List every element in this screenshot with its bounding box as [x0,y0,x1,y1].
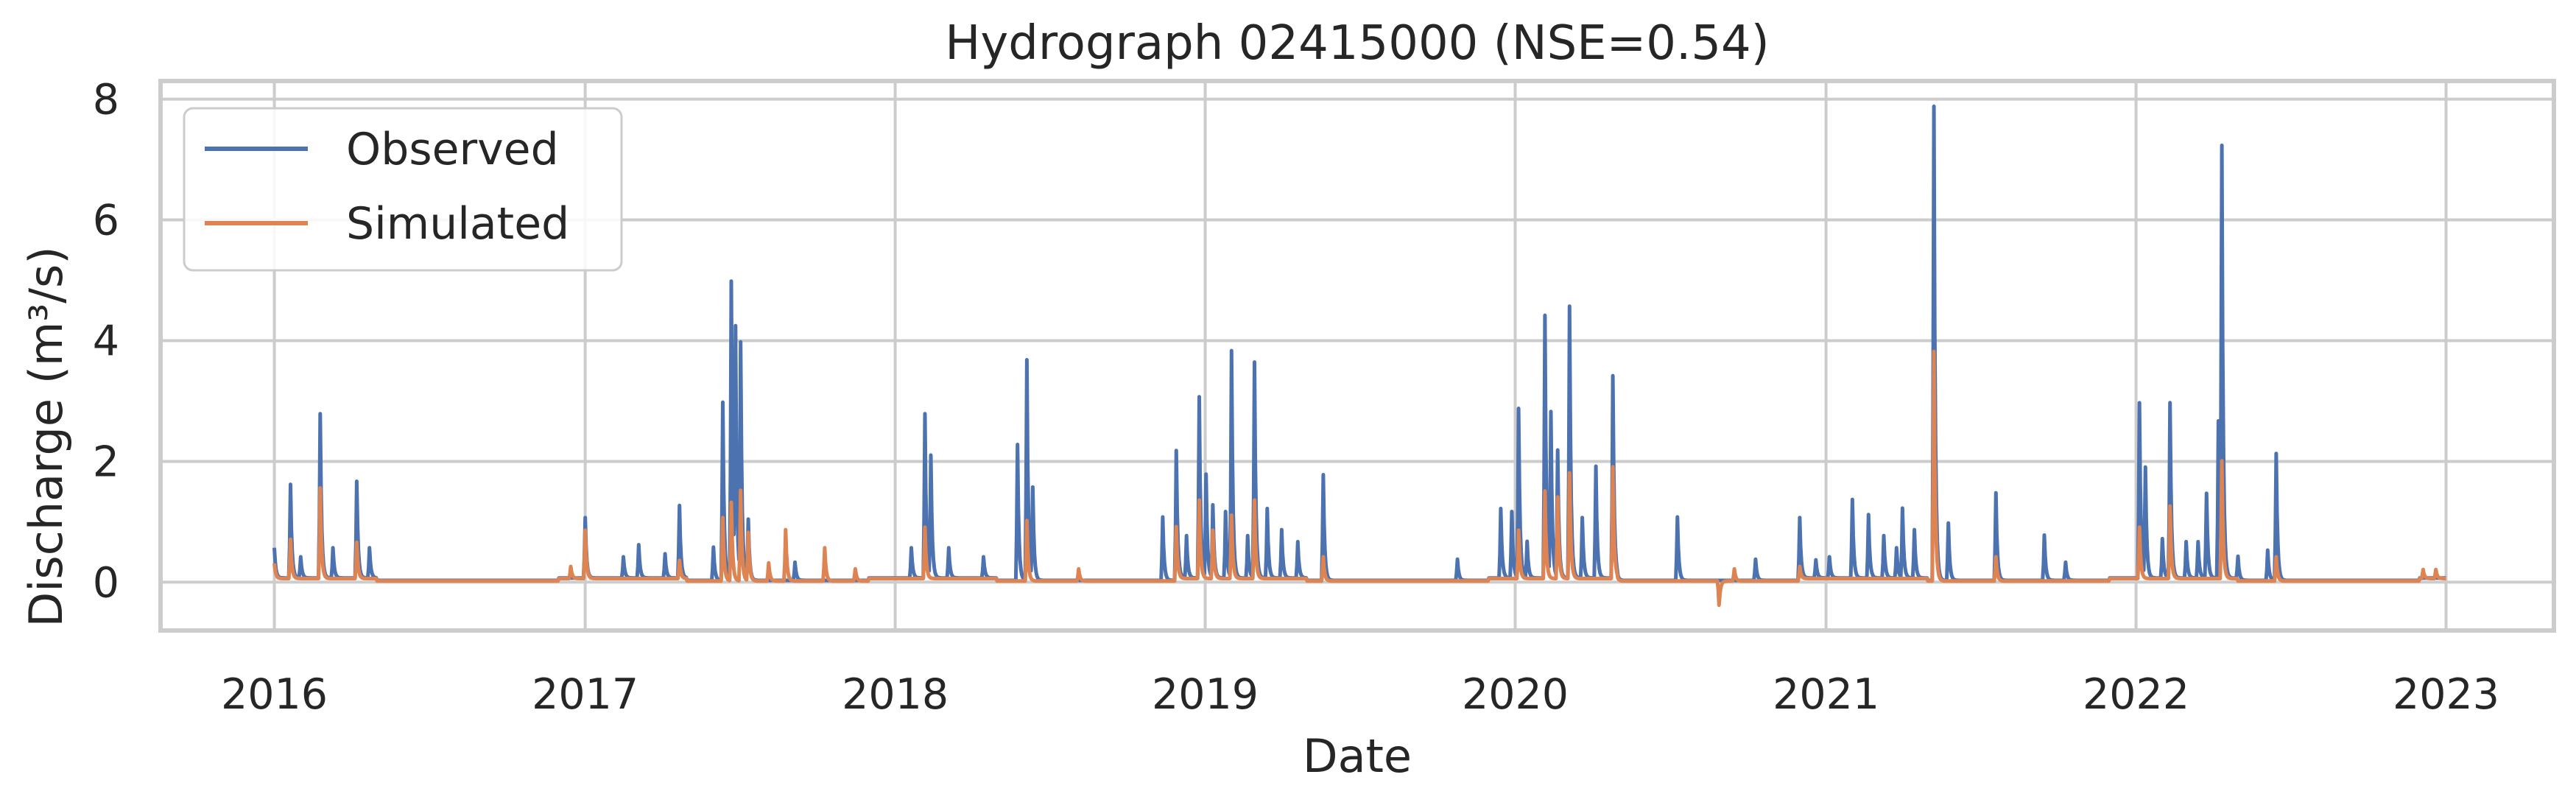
y-tick-label: 4 [93,317,119,366]
x-axis-label: Date [1303,729,1412,783]
x-tick-label: 2017 [532,670,638,719]
legend-label-observed: Observed [346,124,559,175]
tick-labels: 2016 2017 2018 2019 2020 2021 2022 2023 0 2 4 6 8 [93,76,2499,719]
x-tick-label: 2021 [1773,670,1879,719]
plot-frame [158,79,2556,633]
y-tick-label: 6 [93,197,119,245]
x-tick-label: 2016 [221,670,328,719]
y-tick-label: 8 [93,76,119,124]
x-tick-label: 2020 [1462,670,1569,719]
y-tick-label: 2 [93,438,119,486]
x-tick-label: 2023 [2393,670,2499,719]
y-tick-label: 0 [93,558,119,607]
series-lines [272,104,2447,608]
x-tick-label: 2022 [2083,670,2189,719]
series-line-simulated [272,349,2447,608]
legend-label-simulated: Simulated [346,198,569,250]
legend: Observed Simulated [183,107,623,272]
y-axis-label: Discharge (m³/s) [19,246,73,627]
x-tick-label: 2019 [1152,670,1259,719]
x-tick-label: 2018 [842,670,949,719]
chart-title: Hydrograph 02415000 (NSE=0.54) [945,16,1769,71]
